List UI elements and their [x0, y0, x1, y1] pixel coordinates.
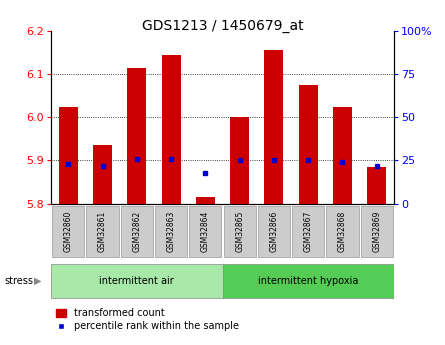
FancyBboxPatch shape	[292, 206, 324, 257]
Bar	[196, 197, 215, 204]
Text: GSM32867: GSM32867	[303, 210, 313, 252]
Bar	[333, 107, 352, 204]
Text: GSM32862: GSM32862	[132, 210, 142, 252]
Text: GSM32864: GSM32864	[201, 210, 210, 252]
Text: ▶: ▶	[34, 276, 41, 286]
Bar	[127, 68, 146, 204]
Text: GSM32869: GSM32869	[372, 210, 381, 252]
FancyBboxPatch shape	[51, 264, 223, 298]
Text: intermittent hypoxia: intermittent hypoxia	[258, 276, 358, 286]
Legend: transformed count, percentile rank within the sample: transformed count, percentile rank withi…	[56, 308, 239, 332]
Text: GSM32863: GSM32863	[166, 210, 176, 252]
Bar	[367, 167, 386, 204]
FancyBboxPatch shape	[360, 206, 393, 257]
FancyBboxPatch shape	[121, 206, 153, 257]
FancyBboxPatch shape	[223, 206, 256, 257]
Text: GSM32860: GSM32860	[64, 210, 73, 252]
FancyBboxPatch shape	[189, 206, 222, 257]
Bar	[264, 50, 283, 204]
Bar	[230, 117, 249, 204]
Bar	[162, 55, 181, 204]
Bar	[59, 107, 78, 204]
FancyBboxPatch shape	[86, 206, 119, 257]
Text: GSM32861: GSM32861	[98, 210, 107, 252]
Text: GSM32868: GSM32868	[338, 210, 347, 252]
Text: stress: stress	[4, 276, 33, 286]
Text: GSM32866: GSM32866	[269, 210, 279, 252]
Bar	[93, 145, 112, 204]
Text: intermittent air: intermittent air	[100, 276, 174, 286]
Bar	[299, 85, 318, 204]
FancyBboxPatch shape	[326, 206, 359, 257]
FancyBboxPatch shape	[222, 264, 394, 298]
FancyBboxPatch shape	[155, 206, 187, 257]
FancyBboxPatch shape	[52, 206, 85, 257]
Text: GDS1213 / 1450679_at: GDS1213 / 1450679_at	[142, 19, 303, 33]
FancyBboxPatch shape	[258, 206, 290, 257]
Text: GSM32865: GSM32865	[235, 210, 244, 252]
